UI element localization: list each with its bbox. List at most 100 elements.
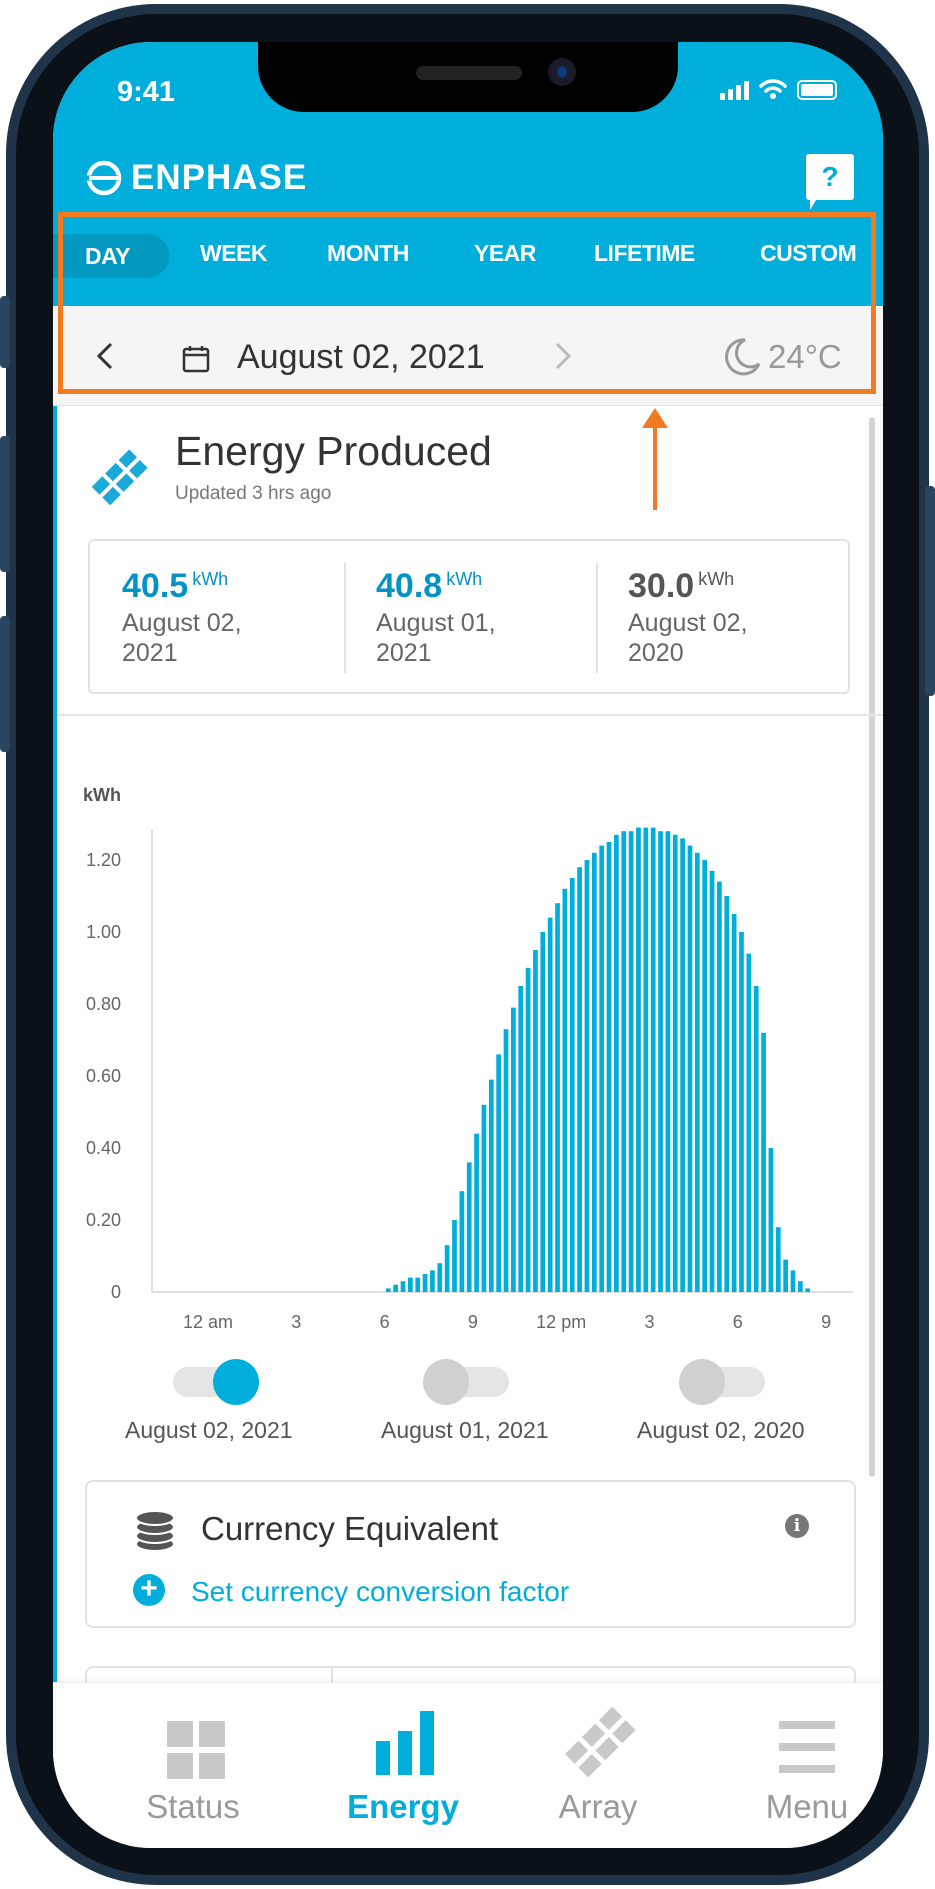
energy-bar — [672, 834, 678, 1292]
energy-bar — [525, 968, 531, 1292]
coins-icon — [135, 1510, 175, 1552]
period-tabs: DAY WEEK MONTH YEAR LIFETIME CUSTOM — [53, 224, 883, 284]
tab-label: Menu — [765, 1788, 849, 1825]
divider — [596, 563, 598, 673]
side-button — [925, 486, 935, 696]
energy-bar — [474, 1133, 479, 1292]
energy-bar — [694, 852, 700, 1292]
phone-camera — [548, 58, 576, 86]
chevron-left-icon[interactable] — [93, 336, 117, 376]
energy-bar — [584, 860, 590, 1292]
enphase-logo: ENPHASE — [85, 158, 307, 198]
bar-chart-icon — [376, 1711, 434, 1775]
energy-bar — [393, 1284, 398, 1292]
phone-screen: 9:41 ENPHASE ? — [53, 42, 883, 1848]
energy-bar — [709, 870, 715, 1292]
y-tick-label: 0.80 — [86, 994, 121, 1014]
battery-icon — [797, 80, 837, 100]
energy-bar — [385, 1288, 391, 1292]
comparison-label: August 02, 2020 — [637, 1417, 805, 1443]
energy-bar — [761, 1032, 766, 1292]
y-tick-label: 1.00 — [86, 922, 121, 942]
energy-bar — [422, 1274, 428, 1292]
toggle-august-02-2020[interactable] — [679, 1357, 769, 1405]
energy-bar — [540, 932, 546, 1292]
energy-bar — [650, 827, 656, 1292]
side-button — [0, 296, 10, 368]
array-icon — [564, 1706, 636, 1778]
stat-value: 40.8 — [376, 567, 443, 605]
annotation-arrow-icon — [642, 408, 668, 510]
energy-bar — [408, 1277, 413, 1292]
moon-icon — [725, 338, 761, 376]
tab-label: Energy — [347, 1788, 459, 1825]
scrollbar[interactable] — [869, 417, 875, 1477]
stat-unit: kWh — [192, 569, 229, 589]
stat-date: August 01, 2021 — [376, 609, 496, 667]
energy-bar — [606, 842, 612, 1292]
energy-bar — [547, 917, 553, 1292]
enphase-logo-icon — [85, 160, 122, 196]
stat-date: August 02, 2020 — [628, 609, 748, 667]
chevron-right-icon[interactable] — [551, 336, 575, 376]
comparison-label: August 01, 2021 — [381, 1417, 549, 1443]
x-tick-label: 6 — [733, 1312, 743, 1332]
toggle-august-01-2021[interactable] — [423, 1357, 513, 1405]
tab-week[interactable]: WEEK — [200, 240, 268, 266]
x-tick-label: 6 — [380, 1312, 390, 1332]
status-time: 9:41 — [117, 76, 176, 108]
x-tick-label: 3 — [644, 1312, 654, 1332]
energy-bar — [496, 1054, 502, 1292]
energy-bar — [503, 1029, 509, 1292]
energy-bar — [466, 1162, 472, 1292]
energy-bar — [790, 1270, 796, 1292]
energy-bar — [680, 838, 685, 1292]
toggle-august-02-2021[interactable] — [173, 1357, 263, 1405]
tab-year[interactable]: YEAR — [474, 240, 536, 266]
energy-bar — [731, 914, 737, 1292]
energy-bar — [511, 1007, 516, 1292]
updated-time: Updated 3 hrs ago — [175, 483, 332, 504]
energy-bar — [562, 888, 568, 1292]
tab-label: Status — [146, 1788, 240, 1825]
side-button — [0, 436, 10, 572]
energy-bar — [797, 1281, 803, 1292]
tab-month[interactable]: MONTH — [327, 240, 409, 266]
energy-bar — [805, 1288, 811, 1292]
x-tick-label: 3 — [291, 1312, 301, 1332]
set-currency-link[interactable]: Set currency conversion factor — [191, 1576, 570, 1607]
calendar-icon[interactable] — [181, 344, 211, 374]
energy-bar — [724, 896, 730, 1292]
energy-bar — [569, 878, 575, 1292]
energy-bar-chart: kWh 0 0.20 0.40 0.60 0.80 1.00 1.20 12 am 3 6 9 12… — [83, 785, 853, 1332]
tab-custom[interactable]: CUSTOM — [760, 240, 857, 266]
tab-day[interactable]: DAY — [53, 234, 169, 278]
energy-bar — [614, 834, 619, 1292]
energy-bar — [717, 881, 722, 1292]
energy-bar — [400, 1281, 406, 1292]
stat-today: 40.5 kWh August 02, 2021 — [122, 567, 292, 668]
energy-bar — [621, 831, 627, 1292]
comparison-label: August 02, 2021 — [125, 1417, 293, 1443]
section-divider — [57, 714, 883, 716]
currency-card: Currency Equivalent i + Set currency con… — [85, 1480, 856, 1628]
wifi-icon — [759, 79, 787, 99]
plus-icon[interactable]: + — [133, 1574, 165, 1606]
menu-icon — [779, 1721, 835, 1773]
energy-bar — [555, 903, 560, 1292]
energy-bar — [739, 932, 744, 1292]
selected-date[interactable]: August 02, 2021 — [237, 338, 485, 376]
help-button[interactable]: ? — [806, 154, 854, 210]
x-tick-label: 9 — [821, 1312, 831, 1332]
x-tick-label: 9 — [468, 1312, 478, 1332]
stat-date: August 02, 2021 — [122, 609, 242, 667]
energy-bar — [591, 852, 597, 1292]
brand-name: ENPHASE — [131, 158, 308, 197]
tab-lifetime[interactable]: LIFETIME — [594, 240, 695, 266]
energy-bar — [459, 1191, 465, 1292]
y-tick-label: 0.60 — [86, 1066, 121, 1086]
info-icon[interactable]: i — [785, 1514, 809, 1538]
energy-bar — [687, 845, 693, 1292]
grid-icon — [167, 1721, 225, 1779]
energy-bar — [665, 831, 671, 1292]
